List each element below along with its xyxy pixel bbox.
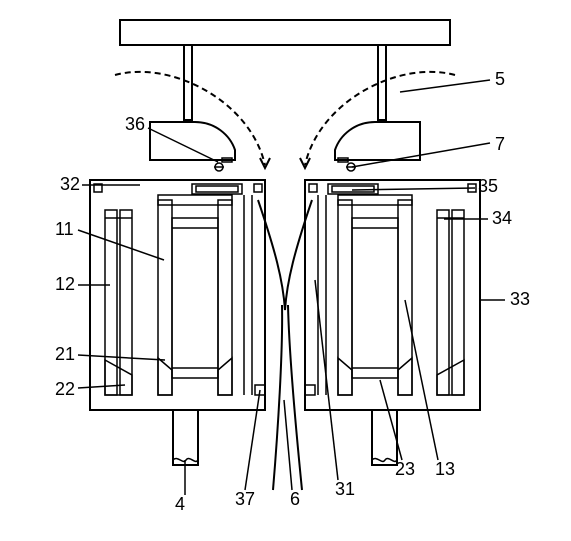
top-bar <box>120 20 450 45</box>
label-33: 33 <box>510 289 530 309</box>
label-7: 7 <box>495 134 505 154</box>
right-upper-housing <box>335 122 420 160</box>
right-dash-arc <box>305 72 455 165</box>
label-12: 12 <box>55 274 75 294</box>
label-31: 31 <box>335 479 355 499</box>
left-upper-housing <box>150 122 235 160</box>
label-22: 22 <box>55 379 75 399</box>
label-23: 23 <box>395 459 415 479</box>
label-5: 5 <box>495 69 505 89</box>
engineering-diagram: 5 7 36 32 35 34 11 12 33 21 22 23 13 31 … <box>0 0 571 541</box>
label-35: 35 <box>478 176 498 196</box>
label-36: 36 <box>125 114 145 134</box>
center-stream <box>258 200 312 310</box>
label-4: 4 <box>175 494 185 514</box>
label-6: 6 <box>290 489 300 509</box>
label-13: 13 <box>435 459 455 479</box>
label-21: 21 <box>55 344 75 364</box>
label-32: 32 <box>60 174 80 194</box>
label-34: 34 <box>492 208 512 228</box>
label-11: 11 <box>55 219 74 239</box>
left-main-assembly <box>90 180 265 465</box>
label-37: 37 <box>235 489 255 509</box>
